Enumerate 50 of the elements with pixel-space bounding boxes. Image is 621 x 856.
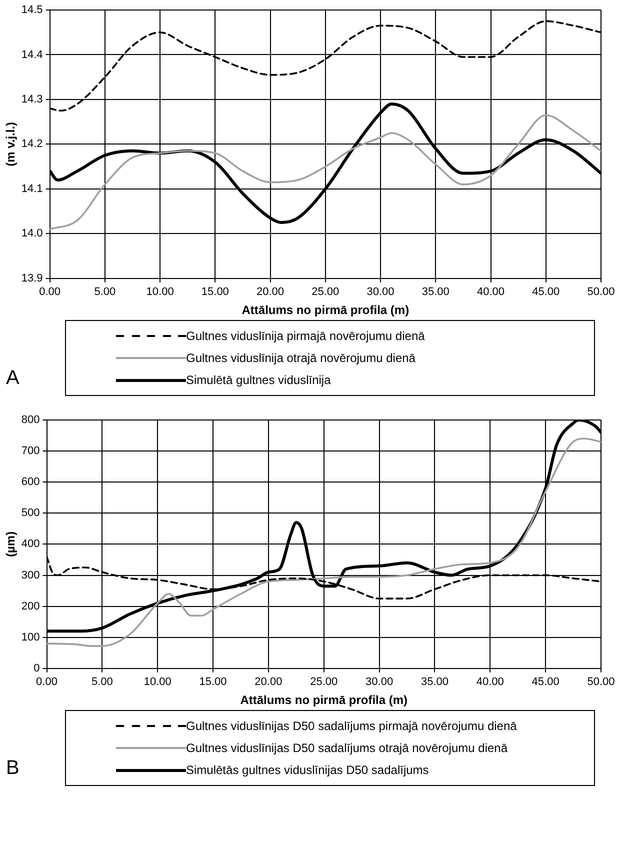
text: B (6, 757, 20, 780)
y-tick-label: 14.3 (21, 94, 43, 106)
y-tick-label: 400 (21, 538, 40, 550)
x-tick-label: 15.00 (201, 286, 229, 298)
x-tick-label: 40.00 (476, 676, 504, 688)
x-tick-label: 5.00 (94, 286, 116, 298)
y-axis-title: (µm) (4, 531, 18, 557)
x-tick-label: 30.00 (366, 286, 394, 298)
y-tick-label: 14.0 (21, 228, 43, 240)
y-tick-label: 13.9 (21, 272, 43, 284)
x-tick-label: 45.00 (532, 676, 560, 688)
legend-label: Simulētās gultnes viduslīnijas D50 sadalījums (186, 763, 429, 777)
text: A (6, 367, 20, 390)
y-tick-label: 0 (34, 662, 40, 674)
legend-label: Simulētā gultnes viduslīnija (186, 373, 331, 387)
y-tick-label: 500 (21, 507, 40, 520)
x-tick-label: 30.00 (366, 676, 394, 688)
x-tick-label: 0.00 (39, 286, 61, 298)
y-tick-label: 200 (21, 600, 40, 612)
x-tick-label: 10.00 (146, 286, 174, 298)
legend-label: Gultnes viduslīnija otrajā novērojumu dienā (186, 351, 416, 365)
y-tick-label: 14.1 (21, 182, 43, 195)
y-tick-label: 700 (21, 445, 40, 458)
y-tick-label: 800 (21, 414, 40, 426)
y-tick-label: 600 (21, 476, 40, 488)
legend-label: Gultnes viduslīnija pirmajā novērojumu dienā (186, 329, 425, 343)
x-tick-label: 25.00 (312, 286, 340, 298)
y-tick-label: 300 (21, 569, 40, 582)
y-tick-label: 100 (21, 631, 40, 644)
x-axis-title: Attālums no pirmā profila (m) (240, 693, 408, 708)
x-tick-label: 25.00 (310, 676, 338, 688)
legend-label: Gultnes viduslīnijas D50 sadalījums otrajā novērojumu dienā (186, 741, 508, 755)
x-tick-label: 35.00 (420, 676, 448, 688)
x-tick-label: 45.00 (532, 286, 560, 298)
x-tick-label: 50.00 (587, 286, 615, 298)
x-tick-label: 5.00 (91, 676, 113, 688)
x-axis-title: Attālums no pirmā profila (m) (242, 303, 410, 318)
y-tick-label: 14.4 (21, 48, 43, 61)
y-tick-label: 14.2 (21, 138, 43, 150)
x-tick-label: 35.00 (422, 286, 450, 298)
x-tick-label: 40.00 (476, 286, 505, 298)
legend-label: Gultnes viduslīnijas D50 sadalījums pirmajā novērojumu dienā (186, 719, 517, 733)
x-tick-label: 0.00 (36, 676, 58, 688)
y-axis-title: (m v.j.l.) (4, 122, 18, 166)
x-tick-label: 10.00 (144, 676, 172, 688)
y-tick-label: 14.5 (21, 4, 43, 16)
x-tick-label: 20.00 (254, 676, 282, 688)
x-tick-label: 20.00 (256, 286, 284, 298)
x-tick-label: 15.00 (199, 676, 227, 688)
x-tick-label: 50.00 (587, 676, 615, 688)
